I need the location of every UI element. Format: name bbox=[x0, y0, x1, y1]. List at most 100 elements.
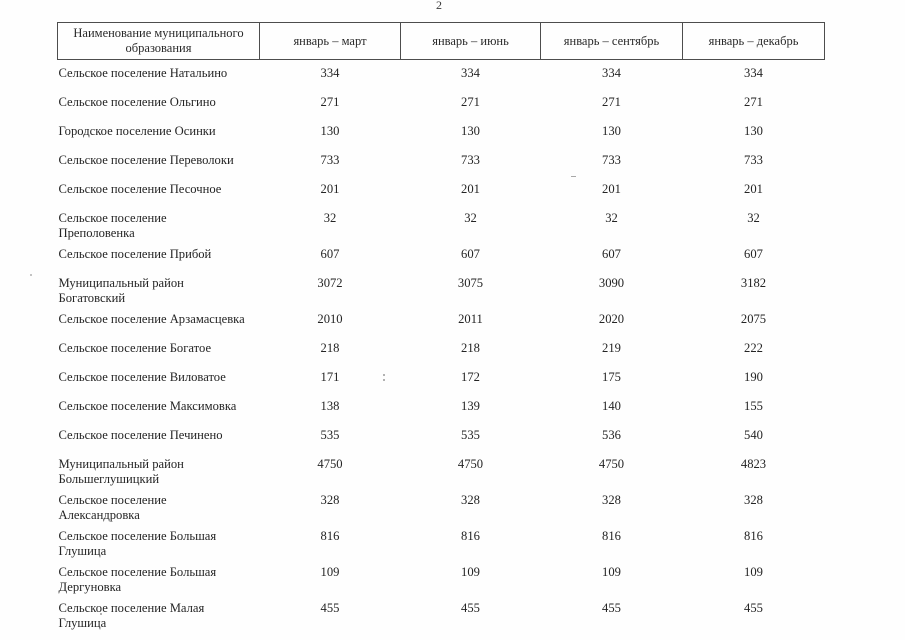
value-cell: 455 bbox=[744, 600, 763, 615]
header-cell: январь – июнь bbox=[400, 22, 541, 60]
municipality-name-cell: Муниципальный район Богатовский bbox=[58, 275, 184, 305]
header-cell: январь – сентябрь bbox=[540, 22, 683, 60]
value-cell: 109 bbox=[461, 564, 480, 579]
value-cell: 455 bbox=[461, 600, 480, 615]
value-cell: 32 bbox=[747, 210, 760, 225]
value-cell: 219 bbox=[602, 340, 621, 355]
value-cell: 816 bbox=[461, 528, 480, 543]
value-cell: 130 bbox=[461, 123, 480, 138]
value-cell: 2011 bbox=[458, 311, 483, 326]
municipal-data-table: Наименование муниципального образования я… bbox=[57, 22, 825, 631]
value-cell: 4750 bbox=[598, 456, 625, 471]
municipality-name-cell: Сельское поселение Арзамасцевка bbox=[58, 311, 245, 326]
value-cell: 328 bbox=[744, 492, 763, 507]
scan-artifact bbox=[383, 374, 385, 376]
value-cell: 271 bbox=[744, 94, 763, 109]
municipality-name-cell: Сельское поселение Александровка bbox=[58, 492, 167, 522]
value-cell: 155 bbox=[744, 398, 763, 413]
value-cell: 816 bbox=[602, 528, 621, 543]
value-cell: 130 bbox=[602, 123, 621, 138]
header-cell: Наименование муниципального образования bbox=[57, 22, 260, 60]
value-cell: 733 bbox=[320, 152, 340, 167]
table-row: Сельское поселение Песочное 201 201 201 201 bbox=[58, 176, 825, 205]
value-cell: 733 bbox=[461, 152, 480, 167]
value-cell: 733 bbox=[602, 152, 621, 167]
value-cell: 607 bbox=[602, 246, 621, 261]
value-cell: 2075 bbox=[740, 311, 767, 326]
value-cell: 540 bbox=[744, 427, 763, 442]
municipality-name-cell: Городское поселение Осинки bbox=[58, 123, 216, 138]
value-cell: 271 bbox=[320, 94, 340, 109]
table-row: Сельское поселение Виловатое 171 172 175 190 bbox=[58, 364, 825, 393]
value-cell: 109 bbox=[602, 564, 621, 579]
value-cell: 222 bbox=[744, 340, 763, 355]
table-row: Сельское поселение Арзамасцевка 2010 2011 2… bbox=[58, 306, 825, 335]
table-row: Сельское поселение Преполовенка 32 32 32 32 bbox=[58, 205, 825, 241]
value-cell: 535 bbox=[320, 427, 340, 442]
table-header: Наименование муниципального образования я… bbox=[57, 22, 825, 60]
value-cell: 535 bbox=[461, 427, 480, 442]
value-cell: 4750 bbox=[457, 456, 484, 471]
value-cell: 271 bbox=[461, 94, 480, 109]
value-cell: 32 bbox=[464, 210, 477, 225]
value-cell: 130 bbox=[744, 123, 763, 138]
value-cell: 334 bbox=[744, 66, 763, 80]
table-row: Сельское поселение Малая Глушица 455 455 45… bbox=[58, 595, 825, 631]
table-row: Сельское поселение Богатое 218 218 219 222 bbox=[58, 335, 825, 364]
value-cell: 218 bbox=[320, 340, 340, 355]
value-cell: 109 bbox=[320, 564, 340, 579]
value-cell: 139 bbox=[461, 398, 480, 413]
value-cell: 816 bbox=[320, 528, 340, 543]
value-cell: 175 bbox=[602, 369, 621, 384]
value-cell: 32 bbox=[605, 210, 618, 225]
municipality-name-cell: Сельское поселение Ольгино bbox=[58, 94, 216, 109]
scan-artifact bbox=[100, 613, 102, 615]
value-cell: 201 bbox=[461, 181, 480, 196]
value-cell: 130 bbox=[320, 123, 340, 138]
table-row: Сельское поселение Александровка 328 328 32… bbox=[58, 487, 825, 523]
table-row: Сельское поселение Ольгино 271 271 271 271 bbox=[58, 89, 825, 118]
value-cell: 201 bbox=[744, 181, 763, 196]
value-cell: 334 bbox=[602, 66, 621, 80]
table-row: Сельское поселение Большая Дергуновка 109… bbox=[58, 559, 825, 595]
value-cell: 607 bbox=[744, 246, 763, 261]
value-cell: 536 bbox=[602, 427, 621, 442]
municipality-name-cell: Сельское поселение Малая Глушица bbox=[58, 600, 205, 630]
header-cell: январь – декабрь bbox=[682, 22, 825, 60]
municipality-name-cell: Сельское поселение Переволоки bbox=[58, 152, 234, 167]
value-cell: 816 bbox=[744, 528, 763, 543]
scan-artifact bbox=[30, 274, 32, 276]
value-cell: 171 bbox=[320, 369, 340, 384]
value-cell: 733 bbox=[744, 152, 763, 167]
municipality-name-cell: Сельское поселение Большая Глушица bbox=[58, 528, 217, 558]
table-row: Сельское поселение Прибой 607 607 607 607 bbox=[58, 241, 825, 270]
municipality-name-cell: Сельское поселение Богатое bbox=[58, 340, 212, 355]
table-body: Сельское поселение Натальино 334 334 334 334… bbox=[58, 60, 825, 631]
table-row: Сельское поселение Максимовка 138 139 140 15… bbox=[58, 393, 825, 422]
table-row: Городское поселение Осинки 130 130 130 130 bbox=[58, 118, 825, 147]
value-cell: 328 bbox=[602, 492, 621, 507]
value-cell: 455 bbox=[320, 600, 340, 615]
value-cell: 2020 bbox=[598, 311, 625, 326]
page-number: 2 bbox=[436, 0, 442, 12]
header-cell: январь – март bbox=[259, 22, 401, 60]
value-cell: 138 bbox=[320, 398, 340, 413]
municipality-name-cell: Сельское поселение Печинено bbox=[58, 427, 223, 442]
value-cell: 271 bbox=[602, 94, 621, 109]
table-row: Сельское поселение Натальино 334 334 334 334 bbox=[58, 60, 825, 89]
value-cell: 201 bbox=[602, 181, 621, 196]
value-cell: 607 bbox=[461, 246, 480, 261]
value-cell: 4750 bbox=[317, 456, 343, 471]
value-cell: 328 bbox=[461, 492, 480, 507]
table-row: Муниципальный район Богатовский 3072 3075 3… bbox=[58, 270, 825, 306]
table-row: Сельское поселение Печинено 535 535 536 540 bbox=[58, 422, 825, 451]
municipality-name-cell: Сельское поселение Прибой bbox=[58, 246, 212, 261]
value-cell: 334 bbox=[461, 66, 480, 80]
value-cell: 32 bbox=[323, 210, 337, 225]
value-cell: 172 bbox=[461, 369, 480, 384]
value-cell: 140 bbox=[602, 398, 621, 413]
table-header-row: Наименование муниципального образования я… bbox=[57, 22, 825, 60]
value-cell: 607 bbox=[320, 246, 340, 261]
municipality-name-cell: Сельское поселение Большая Дергуновка bbox=[58, 564, 217, 594]
